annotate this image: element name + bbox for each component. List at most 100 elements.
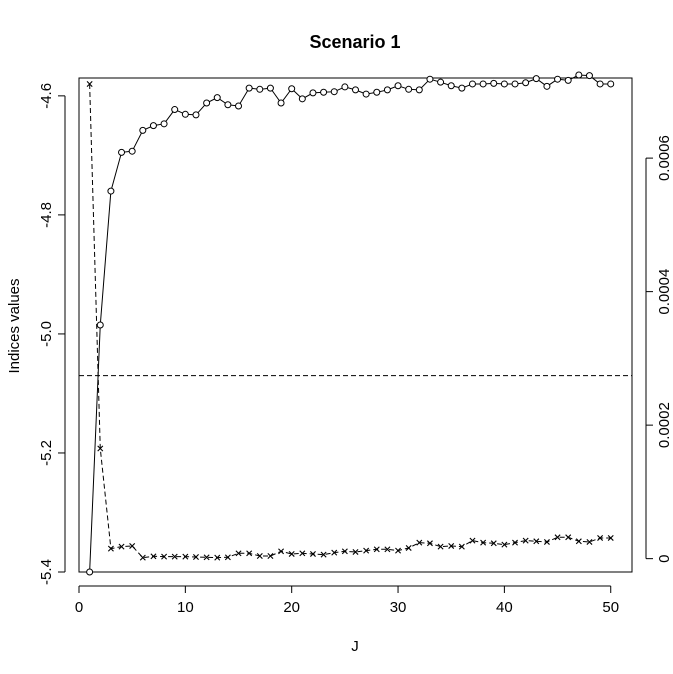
- series-1-point: [320, 88, 328, 96]
- series-1-point: [256, 85, 264, 93]
- series-1-point: [543, 82, 551, 90]
- series-1-point: [266, 84, 274, 92]
- series-2-point: [607, 534, 614, 541]
- series-1-point: [192, 111, 200, 119]
- series-1-point: [554, 75, 562, 83]
- series-2-point: [299, 550, 306, 557]
- series-2-point: [426, 540, 433, 547]
- series-1-point: [394, 82, 402, 90]
- series-1-point: [298, 95, 306, 103]
- y-tick-label: -5.2: [38, 440, 55, 466]
- series-1-point: [171, 106, 179, 114]
- series-2-point: [405, 544, 412, 551]
- series-2-point: [86, 81, 93, 87]
- series-1-point: [352, 86, 359, 94]
- series-1-point: [245, 84, 253, 92]
- series-1-point: [107, 187, 115, 195]
- series-2-point: [320, 551, 327, 558]
- y-right-tick-label: 0.0006: [656, 135, 673, 181]
- series-1-point: [277, 99, 285, 107]
- series-2-point: [352, 548, 359, 555]
- series-2-point: [267, 552, 274, 559]
- series-2-point: [235, 550, 242, 557]
- series-1-point: [383, 86, 391, 94]
- series-2-point: [288, 550, 295, 557]
- series-1-point: [500, 80, 508, 88]
- series-2-point: [490, 540, 497, 547]
- series-1-line: [89, 74, 611, 573]
- series-2-point: [586, 538, 593, 545]
- x-axis-label: J: [351, 638, 359, 655]
- series-1-point: [160, 120, 168, 128]
- series-1-point: [128, 147, 136, 155]
- series-2-point: [246, 550, 253, 557]
- series-1-point: [564, 76, 572, 84]
- series-2-point: [554, 534, 561, 541]
- series-1-point: [522, 79, 530, 87]
- series-2-point: [97, 445, 104, 452]
- series-2-point: [214, 554, 221, 561]
- y-axis-label: Indices values: [6, 278, 23, 373]
- series-1-point: [288, 85, 296, 93]
- series-1-point: [468, 80, 476, 88]
- series-2-point: [192, 553, 199, 560]
- series-2-point: [469, 537, 476, 544]
- data-layer: [79, 71, 632, 576]
- series-1-point: [213, 94, 221, 102]
- series-2-point: [161, 553, 168, 560]
- series-2-point: [118, 543, 125, 550]
- series-1-point: [330, 88, 338, 96]
- y-tick-label: -5.4: [38, 559, 55, 585]
- y-tick-label: -4.6: [38, 83, 55, 109]
- series-2-point: [522, 537, 529, 544]
- series-2-point: [331, 549, 338, 556]
- series-2-point: [182, 553, 189, 560]
- series-2-point: [256, 552, 263, 559]
- series-2-point: [203, 554, 210, 561]
- series-1-point: [224, 101, 232, 109]
- series-1-point: [585, 72, 593, 80]
- series-2-point: [171, 553, 178, 560]
- y-right-tick-label: 0.0002: [656, 402, 673, 448]
- series-1-point: [532, 75, 540, 83]
- series-1-point: [607, 80, 615, 88]
- series-2-point: [107, 545, 114, 552]
- series-2-point: [512, 539, 519, 546]
- series-2-point: [373, 546, 380, 553]
- series-1-point: [415, 86, 423, 94]
- series-2-point: [533, 538, 540, 545]
- series-1-point: [341, 83, 349, 91]
- series-2-point: [150, 553, 157, 560]
- x-tick-label: 10: [177, 599, 194, 616]
- series-2-point: [597, 534, 604, 541]
- x-tick-label: 50: [602, 599, 619, 616]
- series-2-point: [448, 542, 455, 549]
- x-tick-label: 30: [390, 599, 407, 616]
- series-1-point: [309, 89, 317, 97]
- series-2-point: [139, 554, 146, 561]
- series-1-point: [490, 79, 498, 87]
- plot-frame: [78, 77, 633, 573]
- series-2-point: [278, 548, 285, 555]
- series-1-point: [86, 568, 94, 576]
- x-tick-label: 40: [496, 599, 513, 616]
- series-1-point: [575, 71, 583, 79]
- series-1-point: [479, 80, 487, 88]
- series-2-point: [416, 539, 423, 546]
- series-2-line: [89, 83, 611, 559]
- series-2-point: [480, 539, 487, 546]
- series-1-point: [139, 126, 147, 134]
- series-2-point: [341, 548, 348, 555]
- series-1-point: [373, 88, 381, 96]
- x-tick-label: 0: [75, 599, 83, 616]
- series-1-point: [405, 85, 413, 93]
- series-1-point: [235, 102, 243, 110]
- axes: 0 10 20 30 40 50 -5.4 -5.2 -5.0 -4.8 -4.6 0 0.0002 0.…: [38, 83, 673, 616]
- y-right-tick-label: 0: [656, 554, 673, 562]
- chart-title: Scenario 1: [309, 32, 400, 52]
- series-2-point: [224, 554, 231, 561]
- series-1-point: [96, 321, 104, 329]
- series-1-point: [447, 82, 455, 90]
- series-2-point: [129, 542, 136, 549]
